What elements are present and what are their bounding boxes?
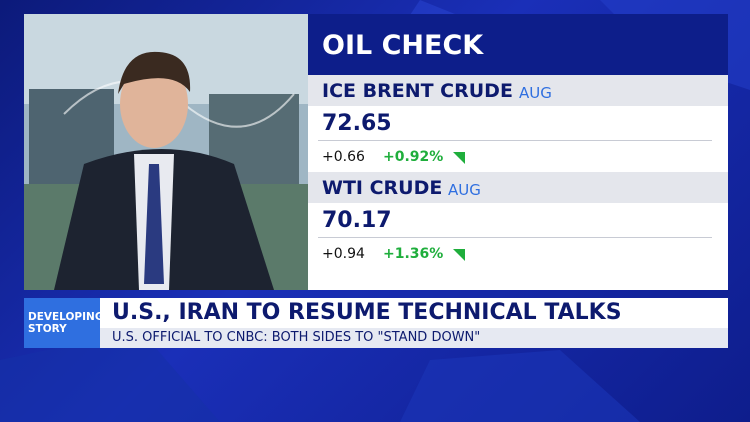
arrow-shape [453,152,465,164]
quote-price: 70.17 [322,208,392,233]
quote-name: WTI CRUDE [322,177,443,199]
divider [318,140,712,141]
subheadline: U.S. OFFICIAL TO CNBC: BOTH SIDES TO "ST… [112,330,481,345]
quote-month: AUG [448,181,481,199]
up-arrow [453,249,465,261]
subheadline-bar [100,328,728,348]
panel-header [308,14,728,75]
quote-name: ICE BRENT CRUDE [322,80,513,102]
arrow-shape [453,249,465,261]
quote-change: +0.66 [322,149,365,165]
quote-month: AUG [519,84,552,102]
banner-label-line: STORY [28,323,67,335]
divider [318,237,712,238]
quote-change: +0.94 [322,246,365,262]
quote-percent: +0.92% [383,149,444,165]
banner-label-line: DEVELOPING [28,311,104,323]
video-feed [24,14,308,290]
headline: U.S., IRAN TO RESUME TECHNICAL TALKS [112,300,622,325]
up-arrow [453,152,465,164]
headline-bar [100,298,728,328]
quote-name-row [308,172,728,203]
banner-label: DEVELOPING STORY [24,298,104,348]
quote-percent: +1.36% [383,246,444,262]
panel-title: OIL CHECK [322,30,484,61]
quote-name-row [308,75,728,106]
quote-price: 72.65 [322,111,392,136]
